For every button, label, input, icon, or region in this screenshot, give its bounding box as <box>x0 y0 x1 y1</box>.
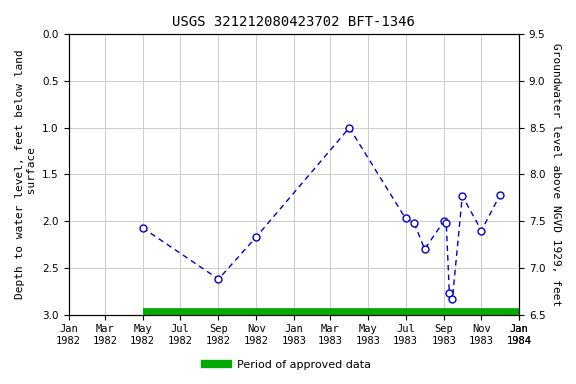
Point <box>448 296 457 302</box>
Point <box>252 234 261 240</box>
Point <box>439 218 448 224</box>
Point <box>214 276 223 282</box>
Title: USGS 321212080423702 BFT-1346: USGS 321212080423702 BFT-1346 <box>172 15 415 29</box>
Point <box>401 215 410 222</box>
Point <box>345 125 354 131</box>
Y-axis label: Depth to water level, feet below land
 surface: Depth to water level, feet below land su… <box>15 50 37 300</box>
Point <box>442 220 451 226</box>
Point <box>410 220 419 226</box>
Point <box>477 227 486 233</box>
Point <box>138 225 147 231</box>
Point <box>420 246 429 252</box>
Y-axis label: Groundwater level above NGVD 1929, feet: Groundwater level above NGVD 1929, feet <box>551 43 561 306</box>
Point <box>458 193 467 199</box>
Point <box>495 192 505 198</box>
Legend: Period of approved data: Period of approved data <box>201 356 375 375</box>
Point <box>445 290 454 296</box>
